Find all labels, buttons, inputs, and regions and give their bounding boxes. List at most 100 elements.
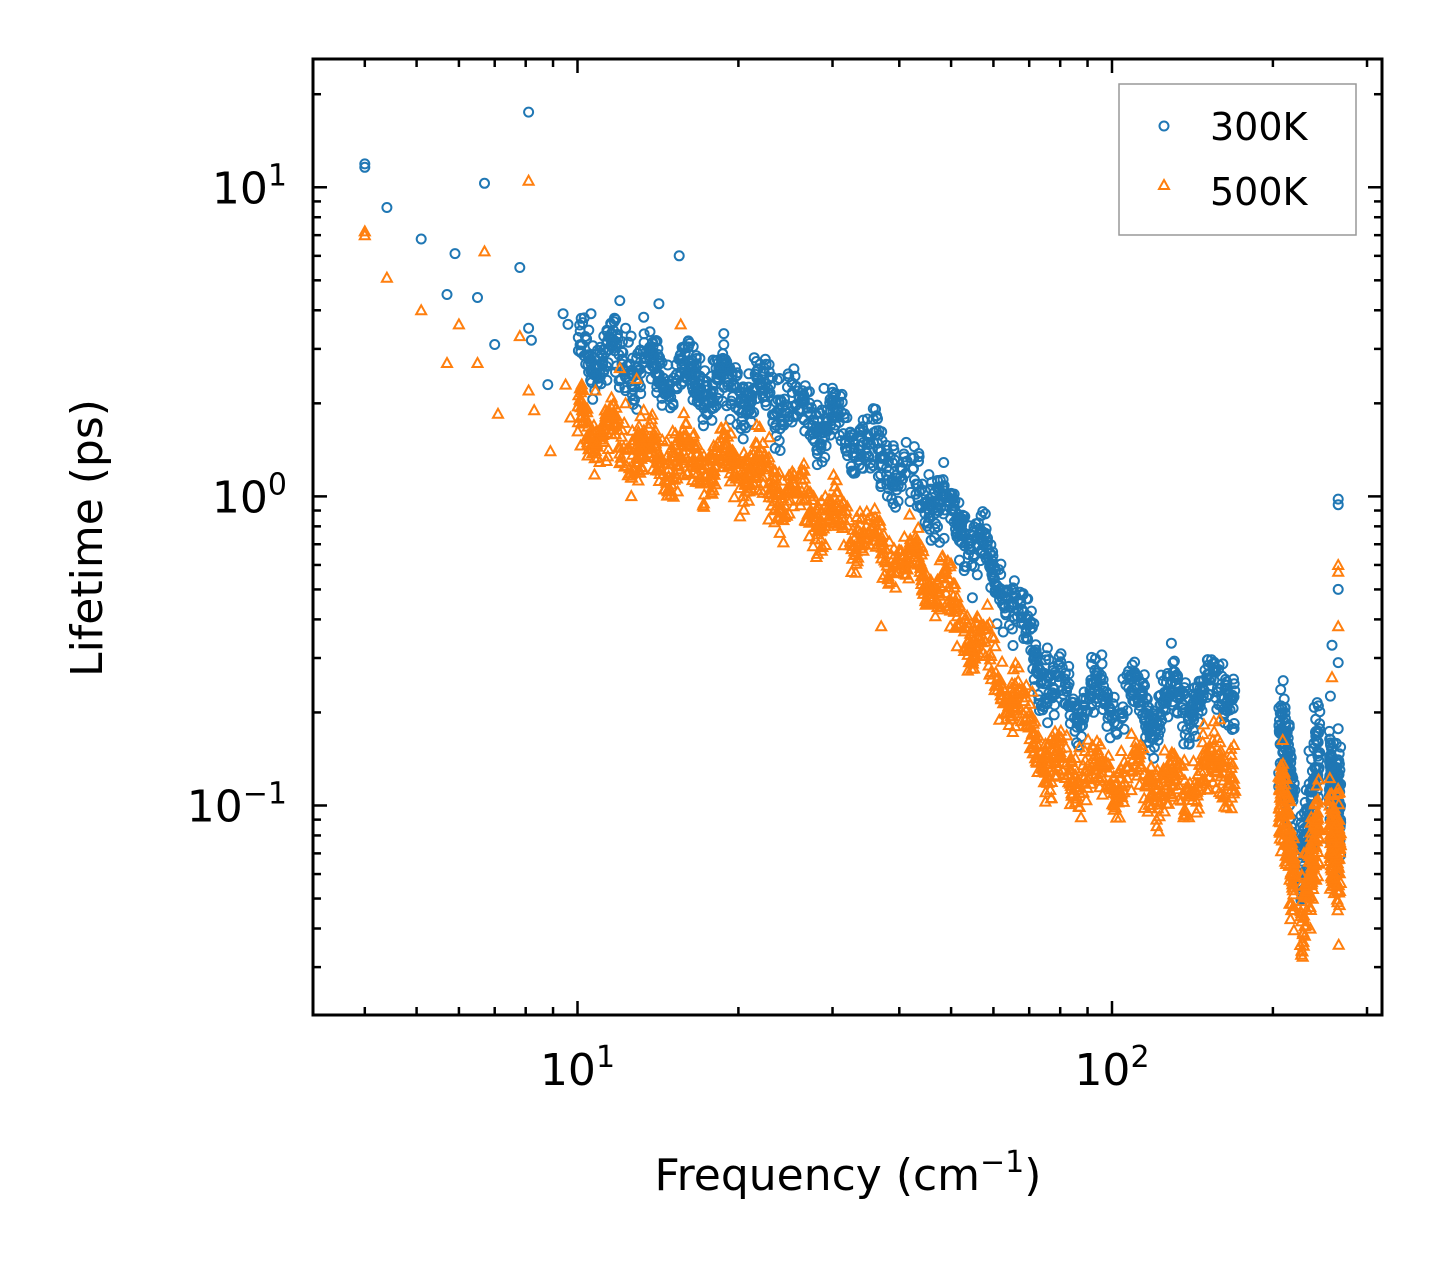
- data-point-300k: [1209, 661, 1221, 673]
- data-point-300k: [861, 413, 873, 425]
- data-point-500k: [737, 502, 751, 515]
- data-point-300k: [727, 391, 739, 403]
- data-point-300k: [585, 308, 597, 320]
- data-point-300k: [900, 436, 912, 448]
- data-point-500k: [902, 507, 917, 520]
- data-point-500k: [1142, 771, 1156, 784]
- data-point-500k: [1080, 772, 1094, 785]
- data-point-300k: [1116, 707, 1128, 719]
- data-point-300k: [708, 402, 720, 414]
- data-point-500k: [613, 361, 627, 374]
- data-point-300k: [766, 371, 778, 383]
- data-point-300k: [1129, 656, 1141, 668]
- data-point-500k: [1325, 846, 1339, 859]
- data-point-300k: [915, 484, 927, 495]
- data-point-300k: [922, 499, 934, 511]
- data-point-500k: [1092, 780, 1107, 793]
- data-point-500k: [845, 551, 859, 564]
- data-point-500k: [850, 509, 864, 522]
- data-point-300k: [1120, 679, 1132, 691]
- plot-frame: [311, 57, 1384, 1017]
- data-point-500k: [979, 622, 993, 635]
- legend-marker-500k: [1157, 177, 1171, 190]
- data-point-500k: [679, 428, 693, 441]
- data-point-300k: [790, 380, 802, 392]
- data-point-500k: [1182, 781, 1196, 794]
- data-point-500k: [1301, 875, 1315, 888]
- data-point-300k: [598, 364, 610, 376]
- data-point-500k: [943, 603, 957, 616]
- data-point-300k: [706, 414, 718, 426]
- data-point-500k: [879, 555, 893, 568]
- data-point-300k: [713, 387, 725, 398]
- data-point-500k: [786, 499, 801, 512]
- data-point-500k: [599, 453, 614, 466]
- data-point-500k: [877, 567, 892, 580]
- data-point-500k: [1294, 904, 1308, 917]
- data-point-300k: [718, 328, 730, 340]
- data-point-500k: [808, 519, 823, 532]
- data-point-300k: [616, 336, 628, 348]
- data-point-500k: [690, 466, 704, 479]
- data-point-500k: [957, 643, 971, 656]
- data-point-500k: [1284, 851, 1298, 864]
- data-point-500k: [721, 429, 735, 442]
- data-point-500k: [876, 546, 890, 559]
- data-point-300k: [1152, 734, 1164, 746]
- data-point-300k: [1153, 690, 1165, 702]
- data-point-500k: [609, 416, 624, 429]
- data-point-500k: [1114, 743, 1128, 756]
- data-point-300k: [825, 419, 837, 431]
- data-point-500k: [676, 468, 691, 481]
- data-point-500k: [1186, 754, 1201, 767]
- data-point-500k: [1221, 776, 1235, 789]
- data-point-500k: [491, 406, 505, 419]
- data-point-500k: [1006, 662, 1021, 675]
- data-point-300k: [1007, 582, 1019, 594]
- data-point-500k: [1284, 903, 1299, 916]
- data-point-300k: [1213, 699, 1225, 711]
- data-point-500k: [1323, 811, 1338, 824]
- data-point-300k: [698, 420, 709, 432]
- data-point-500k: [779, 508, 794, 521]
- data-point-500k: [1163, 786, 1177, 799]
- data-point-300k: [583, 351, 595, 363]
- data-point-300k: [1332, 583, 1344, 595]
- data-point-500k: [1082, 763, 1097, 776]
- data-point-500k: [590, 436, 604, 449]
- data-point-500k: [939, 566, 953, 579]
- data-point-300k: [1140, 731, 1152, 743]
- data-point-300k: [620, 322, 632, 334]
- data-point-500k: [440, 355, 454, 368]
- data-point-500k: [752, 419, 767, 432]
- data-point-500k: [1023, 706, 1037, 719]
- data-point-300k: [929, 532, 941, 544]
- data-point-300k: [721, 356, 733, 368]
- data-point-500k: [993, 673, 1008, 686]
- data-point-500k: [970, 609, 984, 622]
- data-point-500k: [799, 514, 814, 527]
- data-point-300k: [1228, 691, 1240, 703]
- data-point-300k: [924, 523, 936, 535]
- data-point-500k: [1225, 757, 1240, 770]
- data-point-500k: [1296, 910, 1311, 923]
- data-point-300k: [514, 262, 526, 273]
- data-point-500k: [1297, 938, 1311, 951]
- data-point-500k: [1190, 794, 1204, 807]
- data-point-500k: [810, 546, 825, 559]
- data-point-500k: [1326, 860, 1340, 873]
- data-point-500k: [1306, 891, 1320, 904]
- legend-label-500k: 500K: [1210, 170, 1309, 214]
- data-point-500k: [1113, 771, 1127, 784]
- data-point-500k: [857, 524, 871, 537]
- data-point-500k: [697, 457, 712, 470]
- data-point-500k: [897, 529, 912, 542]
- data-point-300k: [984, 547, 996, 559]
- data-point-500k: [1284, 834, 1298, 847]
- data-point-500k: [795, 462, 809, 475]
- data-point-300k: [1117, 673, 1129, 685]
- data-point-500k: [1007, 691, 1021, 704]
- data-point-300k: [724, 362, 736, 374]
- data-point-500k: [1108, 800, 1123, 813]
- data-point-300k: [1312, 736, 1324, 748]
